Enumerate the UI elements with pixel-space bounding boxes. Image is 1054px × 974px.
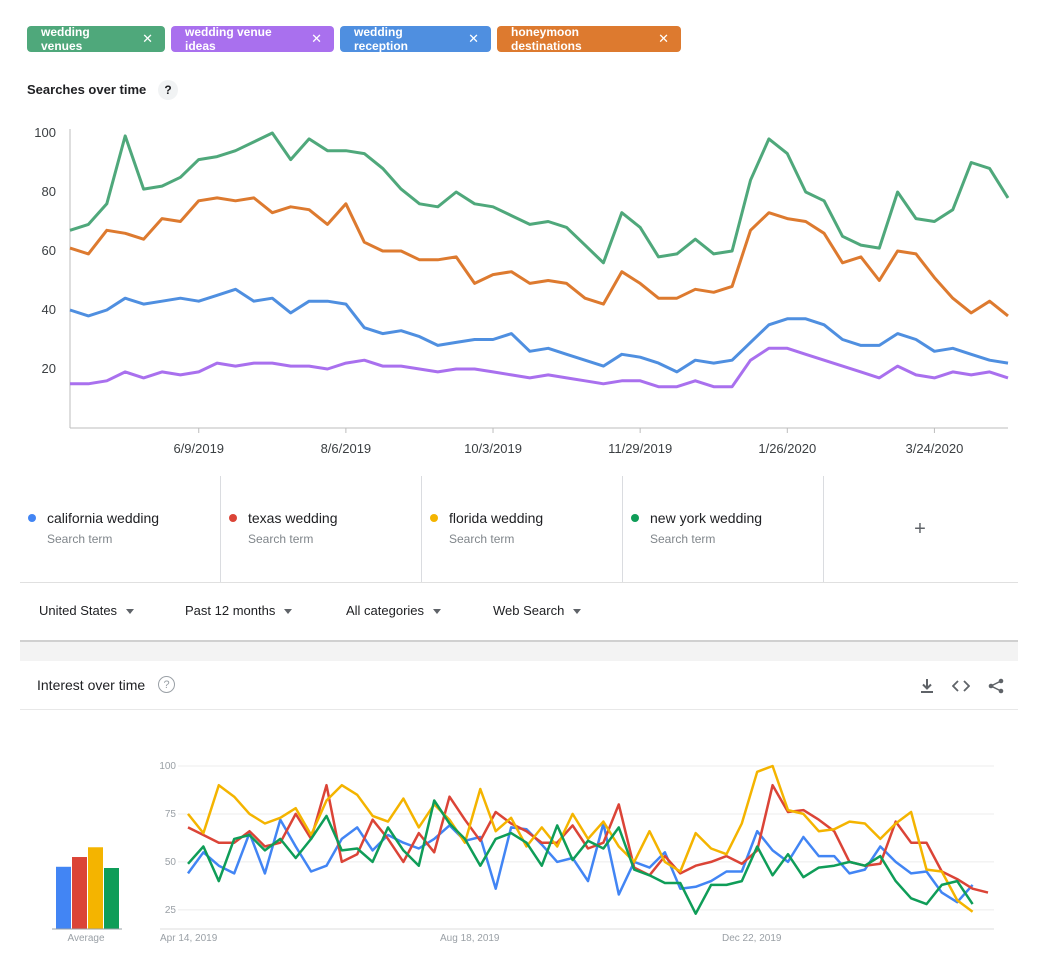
download-icon[interactable] xyxy=(917,676,937,696)
x-tick-label: 11/29/2019 xyxy=(608,441,672,456)
legend-sub: Search term xyxy=(650,532,716,546)
legend-item-texas-wedding[interactable]: texas wedding Search term xyxy=(221,476,422,582)
x-tick-label: Apr 14, 2019 xyxy=(160,933,218,944)
close-icon[interactable]: ✕ xyxy=(142,31,153,46)
embed-icon[interactable] xyxy=(951,676,971,696)
chip-wedding-venue-ideas[interactable]: wedding venue ideas ✕ xyxy=(171,25,334,53)
x-tick-label: 1/26/2020 xyxy=(758,441,816,456)
interest-over-time-title: Interest over time xyxy=(37,677,146,693)
legend-sub: Search term xyxy=(47,532,113,546)
searches-over-time-title: Searches over time xyxy=(27,82,147,97)
x-tick-label: Dec 22, 2019 xyxy=(722,933,782,944)
close-icon[interactable]: ✕ xyxy=(658,31,669,46)
search-term-chips: wedding venues ✕ wedding venue ideas ✕ w… xyxy=(27,25,681,53)
chip-honeymoon-destinations[interactable]: honeymoon destinations ✕ xyxy=(497,25,681,53)
y-tick-label: 75 xyxy=(165,809,177,820)
chevron-down-icon xyxy=(433,609,442,615)
x-tick-label: 8/6/2019 xyxy=(321,441,372,456)
legend-sub: Search term xyxy=(248,532,314,546)
series-color-dot xyxy=(28,514,36,522)
chip-label: wedding venue ideas xyxy=(185,25,272,53)
series-color-dot xyxy=(229,514,237,522)
share-icon[interactable] xyxy=(986,676,1006,696)
average-bar xyxy=(104,868,119,929)
filter-label: Web Search xyxy=(493,603,565,618)
chevron-down-icon xyxy=(573,609,582,615)
y-tick-label: 100 xyxy=(159,761,176,772)
y-tick-label: 40 xyxy=(42,302,56,317)
filter-label: United States xyxy=(39,603,118,618)
average-bar xyxy=(72,857,87,929)
chevron-down-icon xyxy=(284,609,293,615)
series-line-wedding-reception xyxy=(69,287,1009,374)
y-tick-label: 50 xyxy=(165,857,177,868)
series-color-dot xyxy=(430,514,438,522)
help-icon[interactable]: ? xyxy=(158,676,175,693)
filter-time-range[interactable]: Past 12 months xyxy=(185,603,293,618)
y-tick-label: 25 xyxy=(165,905,177,916)
help-icon[interactable]: ? xyxy=(158,80,178,100)
series-line-honeymoon-destinations xyxy=(69,196,1009,318)
y-tick-label: 20 xyxy=(42,361,56,376)
chip-wedding-venues[interactable]: wedding venues ✕ xyxy=(27,25,165,53)
legend-term: florida wedding xyxy=(449,510,544,526)
chip-label: honeymoon destinations xyxy=(511,25,582,53)
legend-term: california wedding xyxy=(47,510,160,526)
filter-category[interactable]: All categories xyxy=(346,603,442,618)
x-tick-label: 6/9/2019 xyxy=(173,441,224,456)
average-label: Average xyxy=(67,933,105,944)
close-icon[interactable]: ✕ xyxy=(468,31,479,46)
legend-item-california-wedding[interactable]: california wedding Search term xyxy=(20,476,221,582)
close-icon[interactable]: ✕ xyxy=(311,31,322,46)
add-term-button[interactable]: + xyxy=(914,517,926,540)
y-tick-label: 60 xyxy=(42,243,56,258)
chip-label: wedding venues xyxy=(41,25,90,53)
searches-over-time-chart: 20 40 60 80 100 6/9/2019 8/6/2019 10/3/2019 11/2… xyxy=(34,125,1010,456)
series-line-florida-wedding xyxy=(187,764,974,913)
divider xyxy=(20,709,1018,710)
y-tick-label: 100 xyxy=(34,125,56,140)
y-tick-label: 80 xyxy=(42,184,56,199)
legend-sub: Search term xyxy=(449,532,515,546)
chip-wedding-reception[interactable]: wedding reception ✕ xyxy=(340,25,491,53)
series-color-dot xyxy=(631,514,639,522)
filter-region[interactable]: United States xyxy=(39,603,135,618)
legend-term: texas wedding xyxy=(248,510,338,526)
series-line-wedding-venues xyxy=(69,131,1010,265)
compare-terms-legend: california wedding Search term texas wed… xyxy=(20,476,1018,583)
filter-search-type[interactable]: Web Search xyxy=(493,603,582,618)
x-tick-label: Aug 18, 2019 xyxy=(440,933,500,944)
average-bar xyxy=(88,847,103,929)
section-separator xyxy=(20,642,1018,661)
legend-item-florida-wedding[interactable]: florida wedding Search term xyxy=(422,476,623,582)
filter-label: All categories xyxy=(346,603,425,618)
chip-label: wedding reception xyxy=(354,25,409,53)
legend-item-new-york-wedding[interactable]: new york wedding Search term xyxy=(623,476,824,582)
average-bar xyxy=(56,866,71,929)
legend-term: new york wedding xyxy=(650,510,763,526)
series-line-wedding-venue-ideas xyxy=(70,346,1009,389)
series-line-new-york-wedding xyxy=(187,799,974,915)
chevron-down-icon xyxy=(126,609,135,615)
interest-over-time-chart: Average 25 50 75 100 Apr 14, 2019 Aug 18, 2019… xyxy=(52,761,994,944)
x-tick-label: 3/24/2020 xyxy=(906,441,964,456)
x-tick-label: 10/3/2019 xyxy=(464,441,522,456)
filter-bar: United States Past 12 months All categor… xyxy=(20,584,1018,642)
filter-label: Past 12 months xyxy=(185,603,276,618)
